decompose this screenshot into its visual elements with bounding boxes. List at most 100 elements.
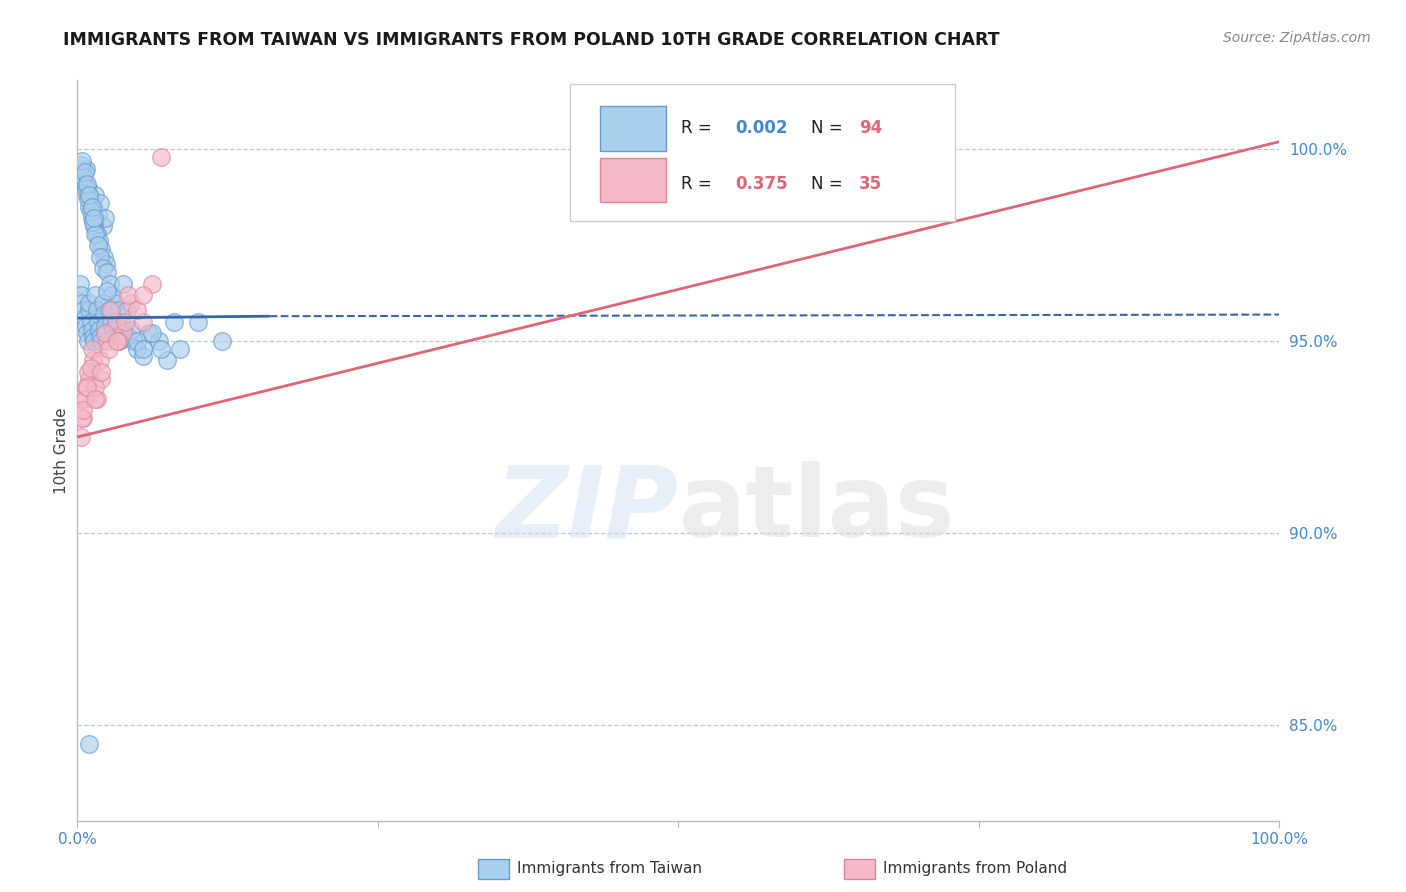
- Text: R =: R =: [681, 175, 717, 193]
- Point: [84, 380, 107, 394]
- Point: [72, 169, 94, 184]
- Point: [80, 342, 103, 356]
- Point: [94, 211, 117, 226]
- Point: [89, 250, 111, 264]
- Point: [76, 326, 98, 341]
- Point: [114, 315, 136, 329]
- Point: [112, 323, 135, 337]
- Point: [83, 219, 105, 233]
- Point: [127, 334, 149, 348]
- Point: [104, 295, 127, 310]
- Point: [150, 150, 173, 164]
- Point: [80, 211, 103, 226]
- Text: Source: ZipAtlas.com: Source: ZipAtlas.com: [1223, 31, 1371, 45]
- Point: [104, 330, 127, 344]
- Point: [79, 200, 101, 214]
- Point: [89, 353, 111, 368]
- Point: [87, 238, 110, 252]
- Text: N =: N =: [811, 120, 848, 137]
- Point: [148, 334, 170, 348]
- Point: [82, 215, 104, 229]
- Point: [90, 334, 112, 348]
- Point: [70, 430, 93, 444]
- Point: [73, 177, 96, 191]
- Text: IMMIGRANTS FROM TAIWAN VS IMMIGRANTS FROM POLAND 10TH GRADE CORRELATION CHART: IMMIGRANTS FROM TAIWAN VS IMMIGRANTS FRO…: [63, 31, 1000, 49]
- Point: [162, 315, 184, 329]
- Point: [132, 342, 155, 356]
- Point: [90, 242, 112, 256]
- Point: [97, 303, 120, 318]
- Point: [104, 315, 127, 329]
- Point: [80, 200, 103, 214]
- Point: [107, 334, 129, 348]
- Point: [111, 277, 134, 291]
- Text: R =: R =: [681, 120, 717, 137]
- Point: [70, 165, 93, 179]
- Point: [70, 153, 93, 168]
- Point: [96, 257, 118, 271]
- Text: 35: 35: [859, 175, 882, 193]
- Point: [73, 311, 96, 326]
- Point: [91, 219, 114, 233]
- Point: [80, 323, 103, 337]
- Point: [141, 326, 163, 341]
- Point: [77, 180, 100, 194]
- Point: [101, 288, 124, 302]
- Y-axis label: 10th Grade: 10th Grade: [53, 407, 69, 494]
- Point: [105, 334, 128, 348]
- FancyBboxPatch shape: [600, 106, 666, 151]
- Point: [79, 295, 101, 310]
- Point: [72, 173, 94, 187]
- Point: [120, 323, 142, 337]
- Point: [79, 192, 101, 206]
- Point: [77, 334, 100, 348]
- Text: Immigrants from Poland: Immigrants from Poland: [883, 862, 1067, 876]
- Point: [96, 285, 118, 299]
- Point: [72, 403, 94, 417]
- Text: 0.375: 0.375: [735, 175, 787, 193]
- Point: [93, 250, 115, 264]
- Point: [186, 315, 209, 329]
- Point: [100, 315, 122, 329]
- Point: [84, 288, 107, 302]
- Point: [89, 196, 111, 211]
- Point: [141, 277, 163, 291]
- Point: [83, 211, 105, 226]
- Point: [79, 188, 101, 202]
- Point: [91, 261, 114, 276]
- Point: [100, 303, 122, 318]
- Point: [75, 161, 97, 176]
- Point: [75, 380, 97, 394]
- Point: [90, 372, 112, 386]
- Point: [84, 188, 107, 202]
- Point: [87, 323, 110, 337]
- Point: [115, 303, 138, 318]
- Point: [76, 177, 98, 191]
- Point: [110, 315, 132, 329]
- Point: [86, 392, 108, 406]
- Point: [132, 288, 155, 302]
- Point: [105, 303, 128, 318]
- Point: [132, 350, 155, 364]
- Point: [86, 227, 108, 241]
- Point: [73, 392, 96, 406]
- Point: [84, 227, 107, 241]
- Text: N =: N =: [811, 175, 848, 193]
- Point: [73, 165, 96, 179]
- Point: [169, 342, 191, 356]
- Point: [76, 188, 98, 202]
- FancyBboxPatch shape: [600, 158, 666, 202]
- Point: [70, 295, 93, 310]
- Point: [83, 334, 105, 348]
- Point: [108, 334, 131, 348]
- Point: [84, 392, 107, 406]
- FancyBboxPatch shape: [571, 84, 955, 221]
- Point: [72, 303, 94, 318]
- Point: [103, 323, 125, 337]
- Point: [97, 342, 120, 356]
- Point: [121, 334, 143, 348]
- Point: [93, 307, 115, 321]
- Point: [70, 288, 93, 302]
- Point: [150, 342, 173, 356]
- Point: [132, 315, 155, 329]
